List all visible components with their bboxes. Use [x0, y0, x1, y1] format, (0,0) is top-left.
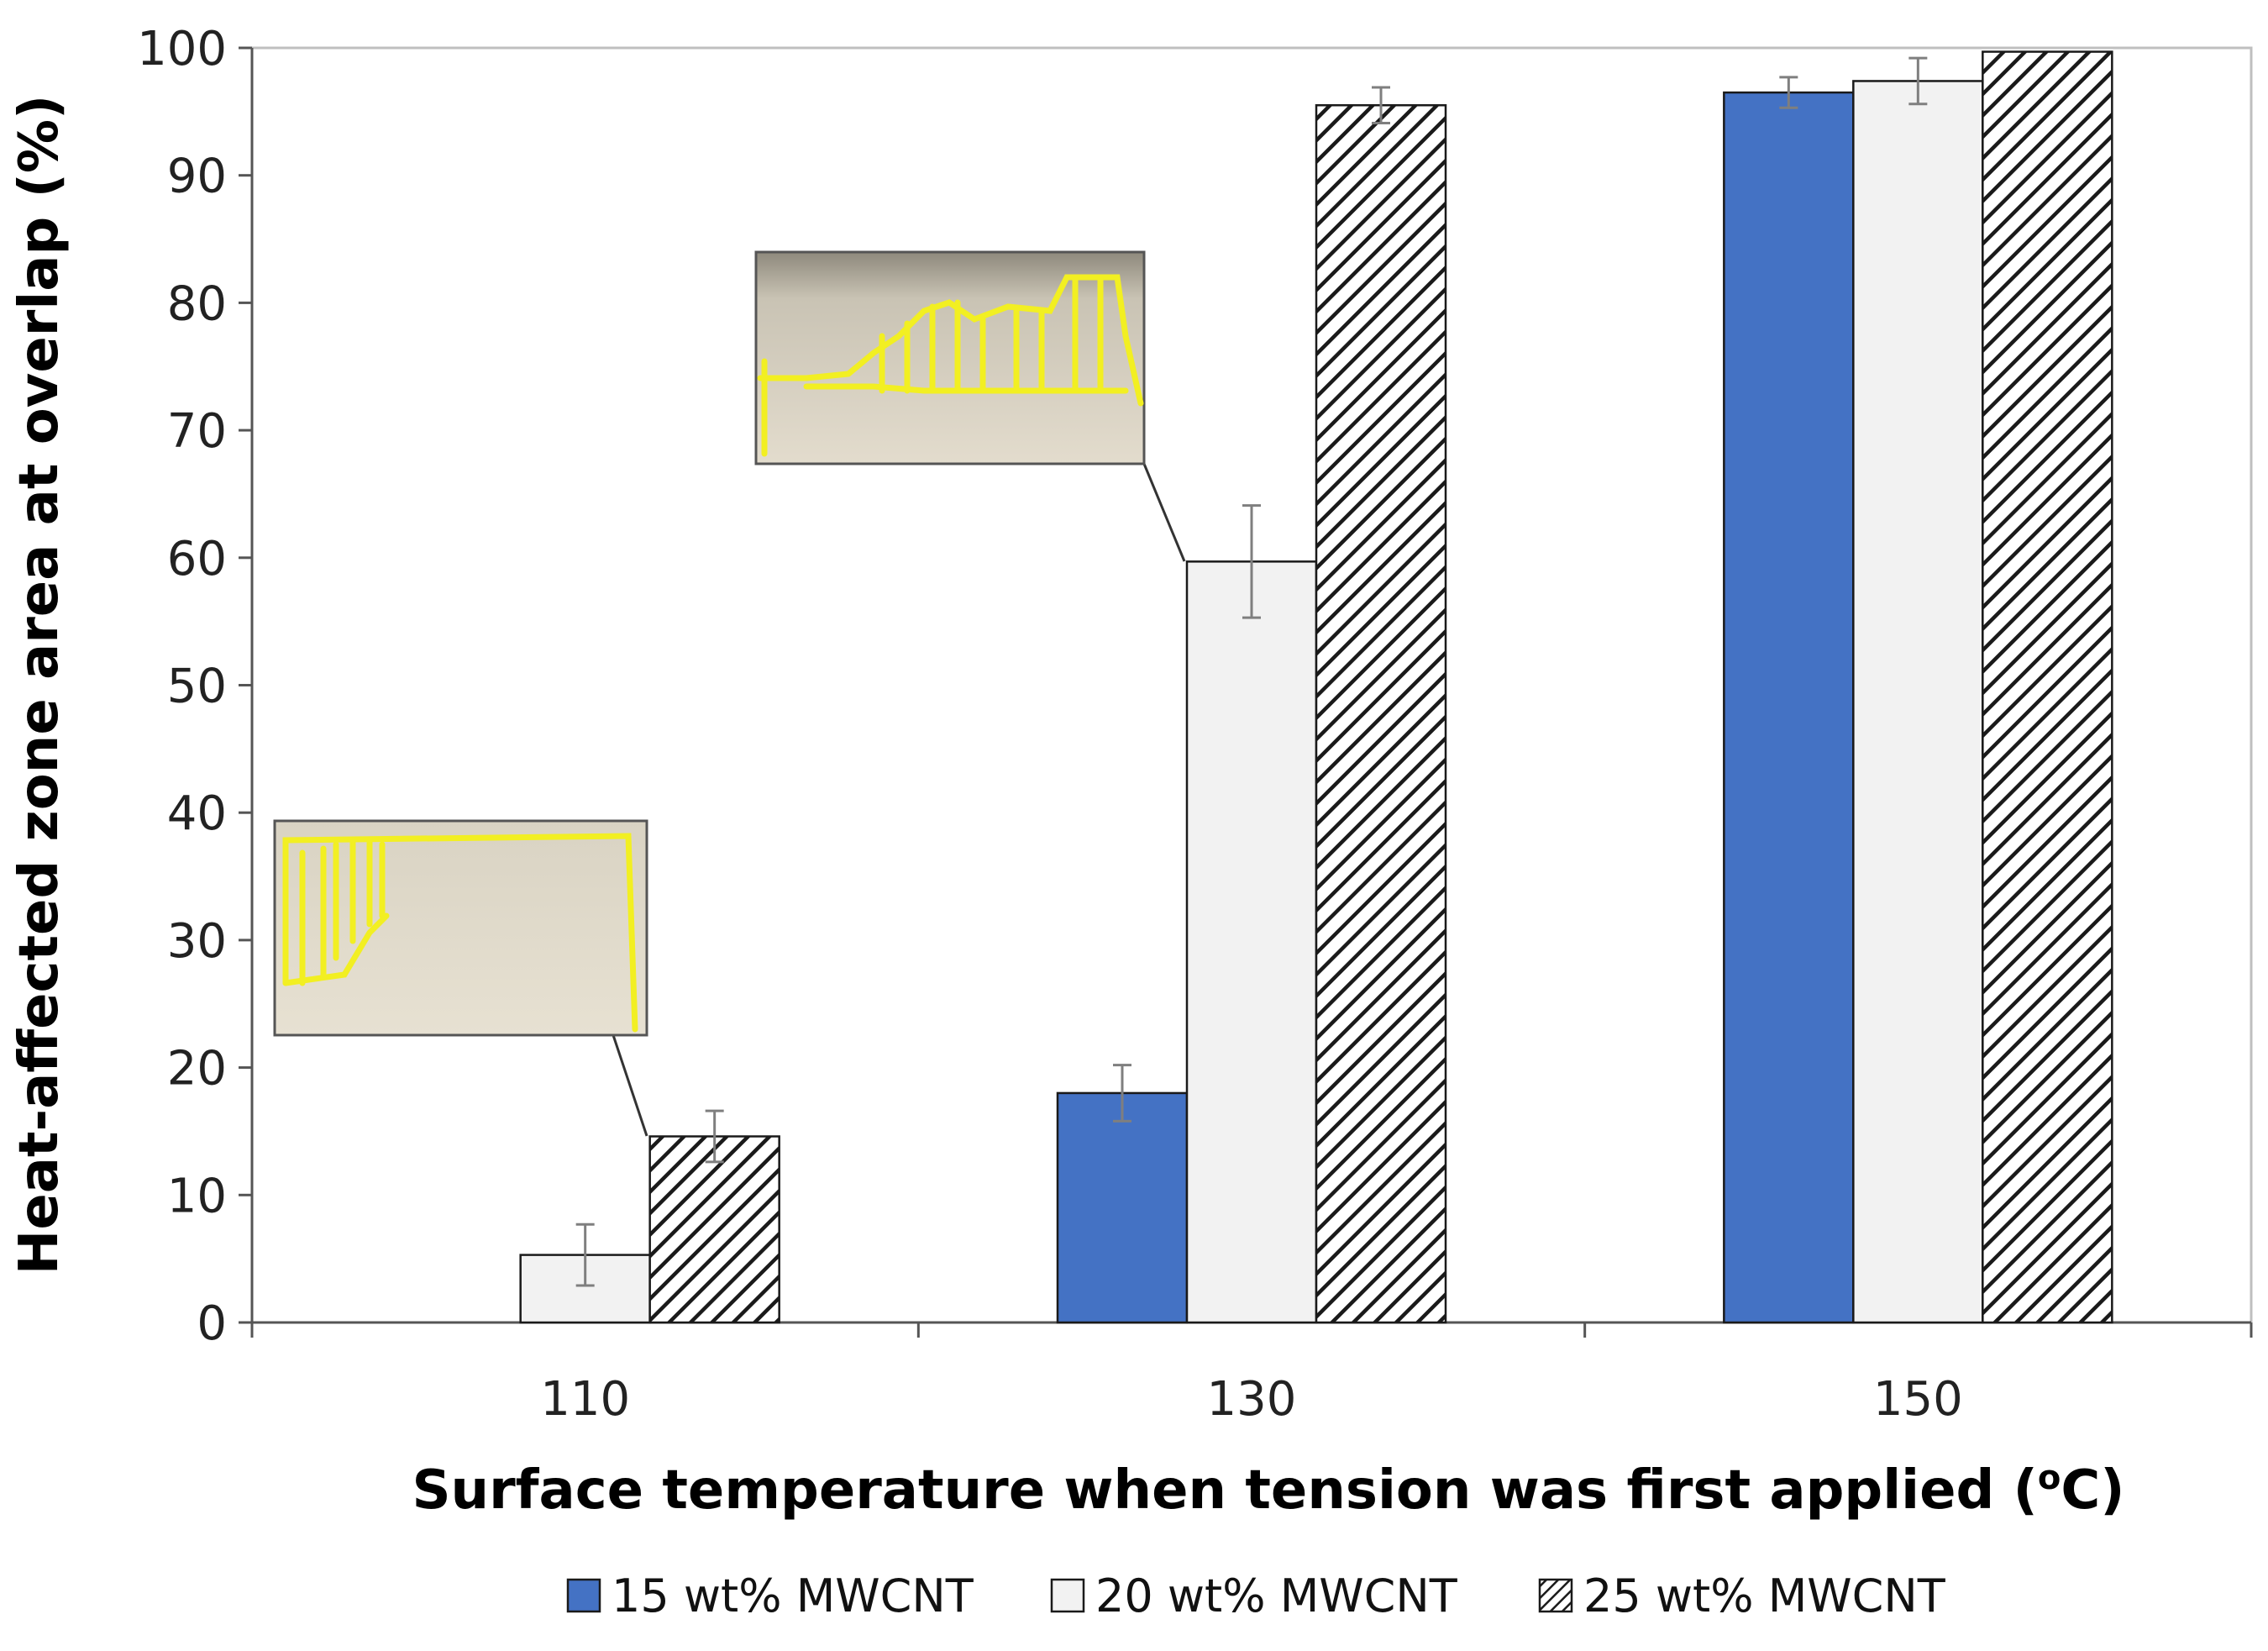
error-bar — [705, 1109, 724, 1164]
inset-leader-line — [612, 1034, 648, 1137]
y-tick-label: 30 — [167, 914, 227, 969]
x-axis-title-main: Surface temperature when tension was fir… — [412, 1459, 2037, 1522]
x-axis-title-unit: C) — [2061, 1459, 2124, 1522]
error-bar — [575, 1222, 595, 1287]
y-tick-label: 40 — [167, 786, 227, 841]
bar-20wt-150 — [1852, 80, 1984, 1324]
legend-swatch — [1050, 1578, 1085, 1613]
bar-25wt-110 — [648, 1135, 780, 1324]
error-bar — [1372, 86, 1390, 125]
bar-25wt-130 — [1315, 104, 1447, 1324]
x-axis: 110 130 150 — [250, 1321, 2253, 1427]
legend-label: 20 wt% MWCNT — [1095, 1570, 1458, 1622]
x-tick-label: 110 — [540, 1372, 630, 1427]
error-bar — [1242, 504, 1261, 619]
legend-item: 20 wt% MWCNT — [1050, 1570, 1458, 1622]
inset-micrograph-110 — [273, 819, 648, 1137]
x-tick-label: 150 — [1873, 1372, 1963, 1427]
inset-leader-line — [1142, 463, 1186, 562]
bars — [519, 50, 2113, 1324]
legend-item: 25 wt% MWCNT — [1538, 1570, 1946, 1622]
legend-swatch — [566, 1578, 601, 1613]
bar-15wt-130 — [1056, 1091, 1189, 1324]
x-tick-label: 130 — [1207, 1372, 1297, 1427]
y-tick-label: 70 — [167, 404, 227, 459]
bar-25wt-150 — [1982, 50, 2113, 1324]
x-axis-title: Surface temperature when tension was fir… — [412, 1459, 2124, 1522]
y-tick-label: 20 — [167, 1042, 227, 1096]
y-tick-label: 90 — [167, 150, 227, 204]
inset-micrograph-130 — [754, 250, 1186, 562]
y-tick-label: 80 — [167, 276, 227, 331]
y-tick-label: 60 — [167, 532, 227, 586]
legend-swatch — [1538, 1578, 1573, 1613]
y-tick-label: 100 — [137, 22, 227, 76]
y-axis-title: Heat-affected zone area at overlap (%) — [8, 95, 71, 1275]
error-bar — [1113, 1064, 1131, 1123]
x-axis-title-superscript: o — [2038, 1459, 2061, 1497]
legend-label: 25 wt% MWCNT — [1583, 1570, 1946, 1622]
legend-item: 15 wt% MWCNT — [566, 1570, 974, 1622]
y-tick-label: 50 — [167, 660, 227, 714]
y-axis: 0 10 20 30 40 50 60 70 80 90 100 — [137, 22, 254, 1351]
legend: 15 wt% MWCNT 20 wt% MWCNT 25 wt% MWCNT — [566, 1570, 1946, 1622]
legend-label: 15 wt% MWCNT — [612, 1570, 974, 1622]
y-tick-label: 10 — [167, 1169, 227, 1223]
bar-20wt-130 — [1185, 560, 1318, 1324]
error-bar — [1908, 56, 1928, 106]
bar-15wt-150 — [1723, 91, 1855, 1324]
error-bar — [1779, 76, 1798, 109]
y-tick-label: 0 — [197, 1296, 227, 1351]
